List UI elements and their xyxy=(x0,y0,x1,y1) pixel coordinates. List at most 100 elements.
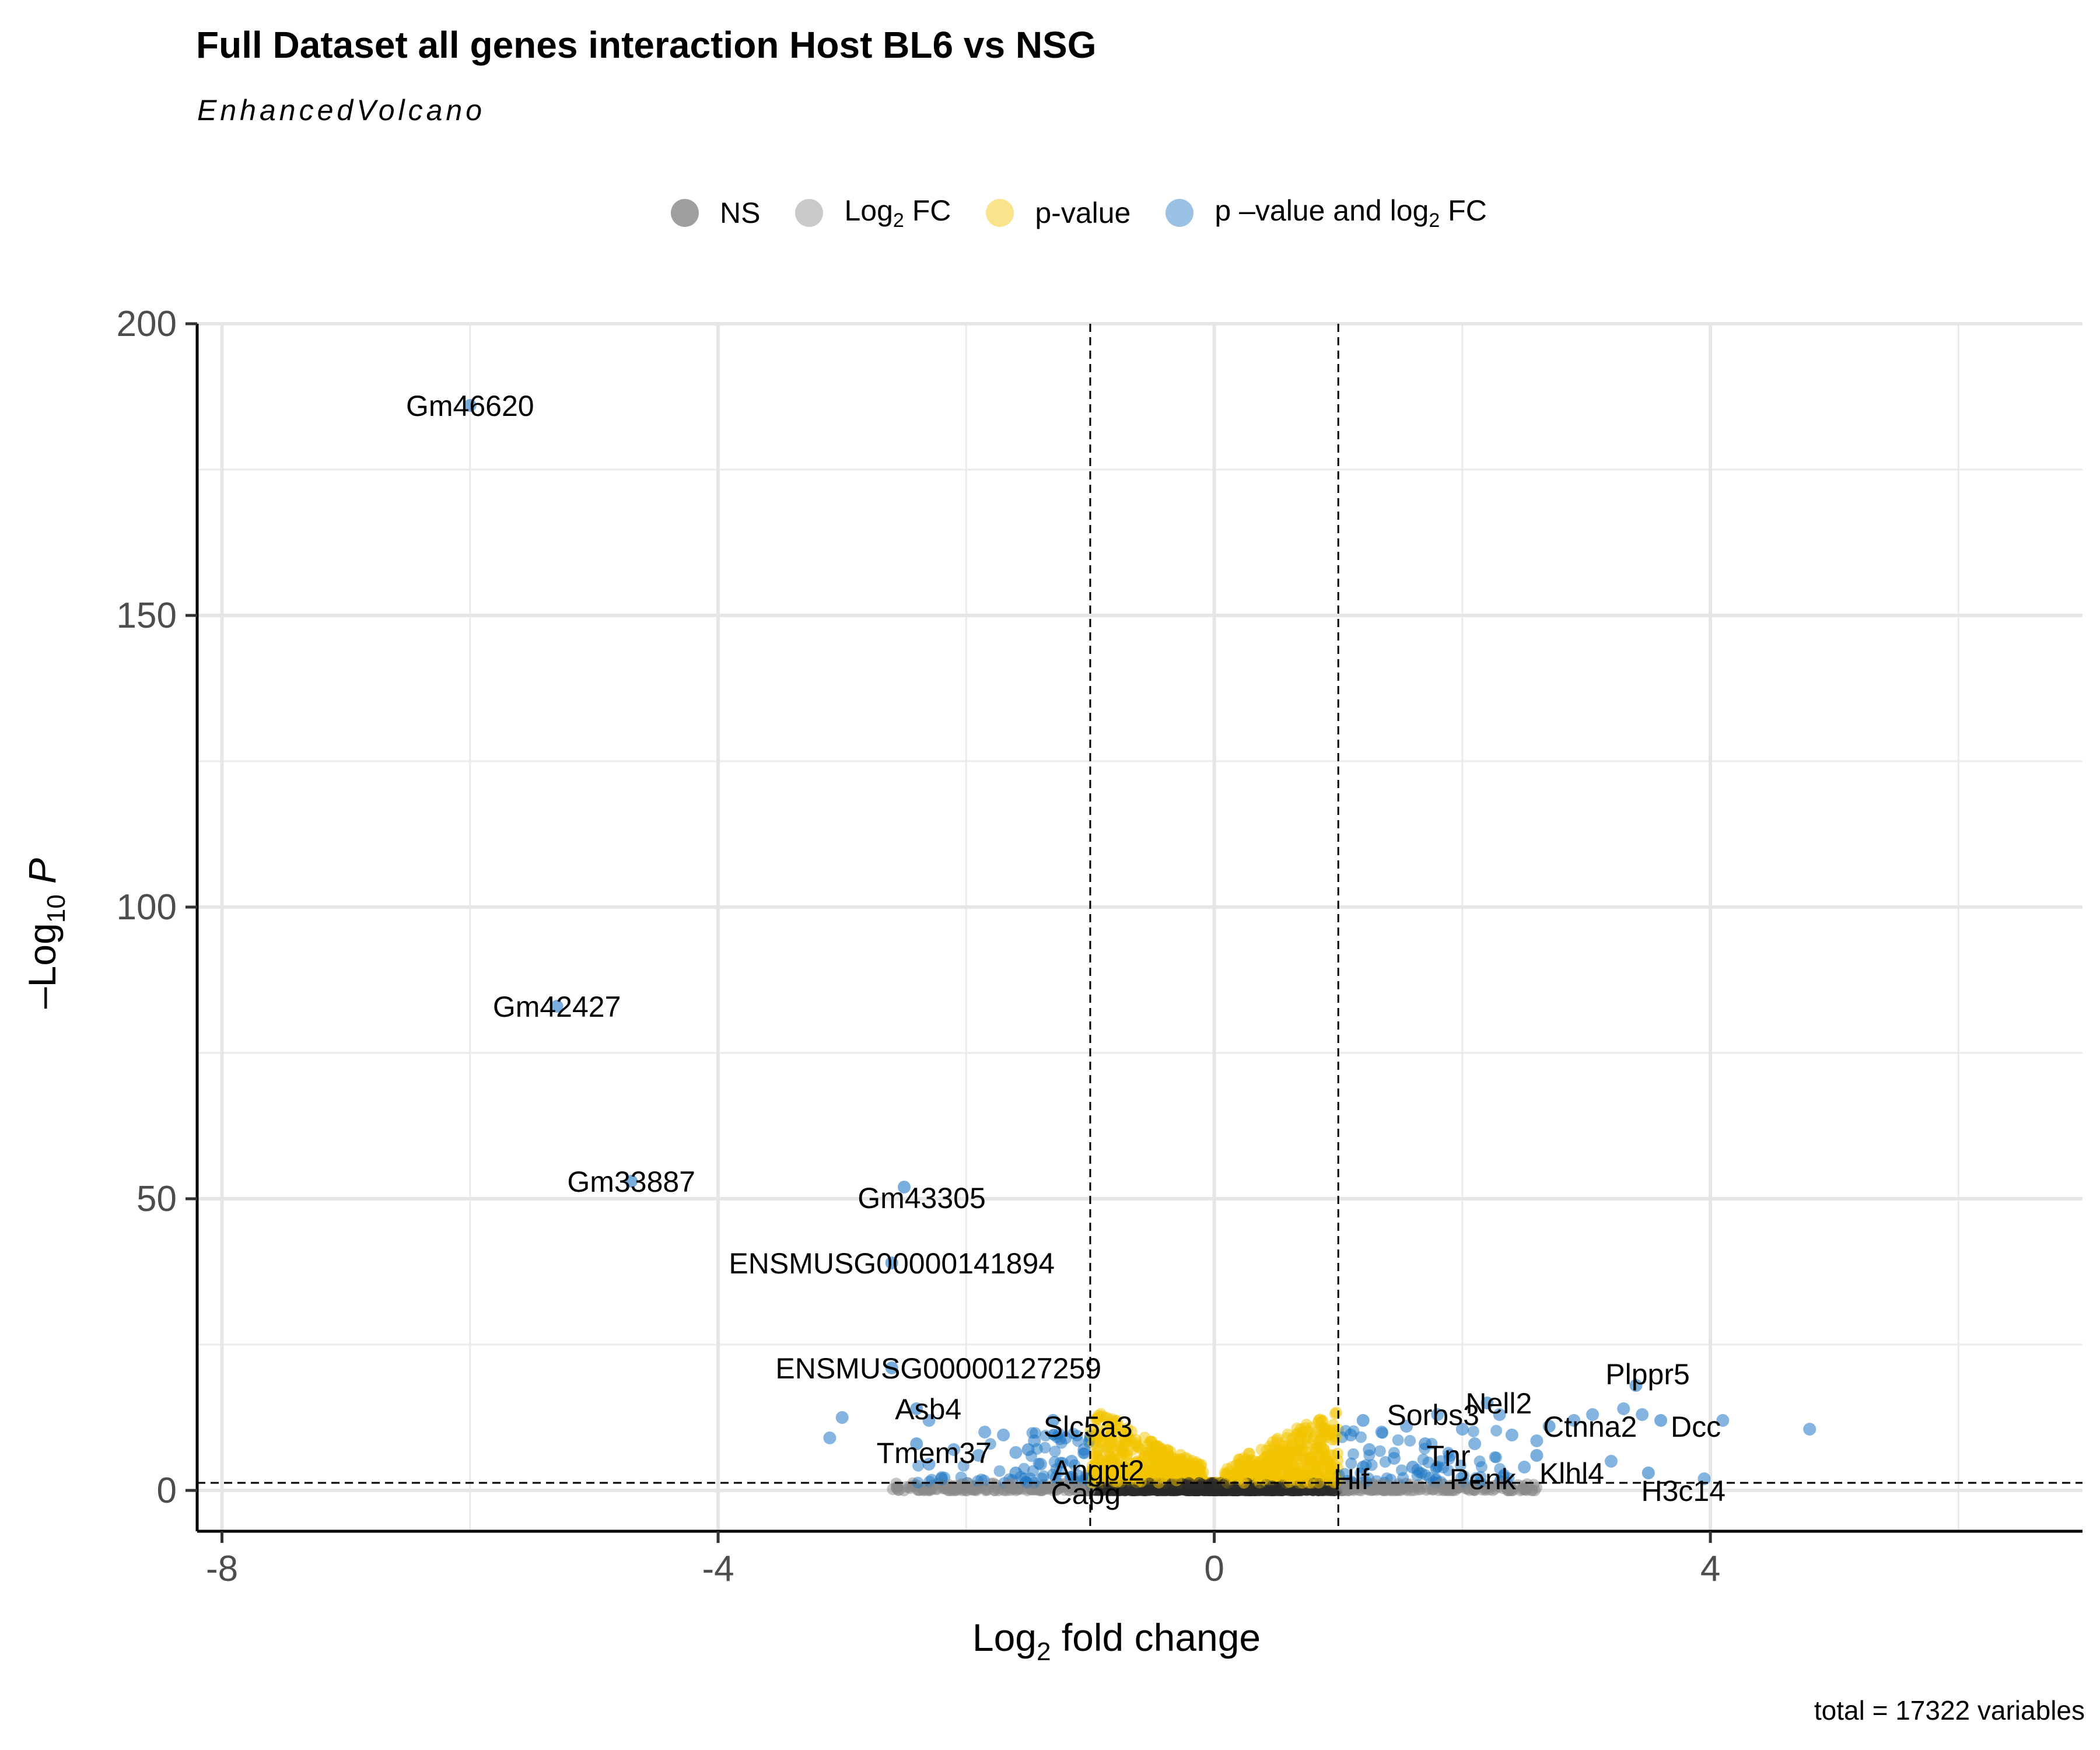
data-point xyxy=(625,1175,638,1188)
x-tick-label: -8 xyxy=(206,1549,238,1589)
data-point xyxy=(1057,1478,1069,1490)
legend-item-both: p –value and log2 FC xyxy=(1166,194,1487,232)
data-point xyxy=(1217,1479,1230,1491)
data-point xyxy=(993,1465,1006,1477)
data-point xyxy=(1431,1408,1444,1421)
data-point xyxy=(1231,1464,1243,1476)
data-point xyxy=(1404,1434,1416,1447)
x-tick-label: 0 xyxy=(1204,1549,1224,1589)
data-point xyxy=(1046,1414,1060,1427)
gene-label: Plppr5 xyxy=(1605,1358,1690,1391)
data-point xyxy=(1228,1480,1241,1493)
gene-label: Asb4 xyxy=(895,1393,961,1426)
data-point xyxy=(1108,1475,1121,1488)
gene-label: ENSMUSG00000141894 xyxy=(729,1247,1055,1280)
data-point xyxy=(463,399,477,412)
data-point xyxy=(1009,1466,1023,1479)
data-point xyxy=(1024,1482,1037,1494)
y-axis-title: –Log10 P xyxy=(20,858,71,1009)
y-tick-label: 0 xyxy=(157,1471,177,1511)
legend-item-pvalue: p-value xyxy=(986,196,1130,230)
data-point xyxy=(1400,1420,1413,1433)
data-point xyxy=(1339,1468,1351,1480)
legend-label: Log2 FC xyxy=(844,194,951,232)
data-point xyxy=(1310,1444,1322,1456)
data-point xyxy=(912,1460,925,1472)
data-point xyxy=(1150,1441,1163,1453)
x-axis-title: Log2 fold change xyxy=(972,1616,1261,1666)
data-point xyxy=(1283,1446,1296,1458)
data-point xyxy=(1356,1414,1370,1427)
gene-label: Klhl4 xyxy=(1539,1457,1604,1490)
data-point xyxy=(1107,1452,1119,1465)
data-point xyxy=(1530,1449,1544,1462)
grid-lines xyxy=(197,322,2082,1531)
data-point xyxy=(1467,1425,1479,1437)
chart-subtitle: EnhancedVolcano xyxy=(197,94,486,127)
data-point xyxy=(1071,1469,1084,1482)
data-point xyxy=(1356,1461,1370,1474)
legend-label: NS xyxy=(720,197,761,229)
y-tick-label: 150 xyxy=(117,596,177,636)
gene-label: Gm43305 xyxy=(858,1182,986,1214)
gene-label: Sorbs3 xyxy=(1387,1399,1479,1432)
data-point xyxy=(1266,1441,1279,1454)
data-point xyxy=(1320,1429,1332,1441)
data-point xyxy=(1654,1414,1668,1427)
data-point xyxy=(1273,1481,1286,1493)
x-tick-label: -4 xyxy=(702,1549,734,1589)
data-point xyxy=(910,1402,923,1415)
data-point xyxy=(984,1438,996,1450)
gene-label: Angpt2 xyxy=(1052,1454,1144,1487)
data-point xyxy=(930,1482,943,1494)
data-point xyxy=(1265,1460,1278,1472)
data-point xyxy=(1091,1445,1104,1457)
data-point xyxy=(1086,1429,1098,1441)
legend-swatch xyxy=(986,199,1014,227)
total-caption: total = 17322 variables xyxy=(1814,1695,2085,1726)
data-point xyxy=(1118,1484,1130,1496)
data-point xyxy=(1526,1484,1538,1496)
legend-swatch xyxy=(795,199,824,227)
data-point xyxy=(1046,1468,1059,1480)
gene-label: Ctnna2 xyxy=(1543,1410,1637,1443)
data-point xyxy=(1443,1449,1457,1462)
data-point xyxy=(1338,1481,1350,1493)
data-point xyxy=(910,1437,923,1450)
data-point xyxy=(1375,1426,1388,1438)
data-point xyxy=(1493,1408,1506,1421)
data-point xyxy=(550,1000,564,1013)
data-point xyxy=(1126,1466,1139,1479)
data-point xyxy=(1161,1444,1174,1456)
gene-label: Dcc xyxy=(1671,1410,1721,1443)
data-point xyxy=(1498,1468,1510,1480)
legend-label: p-value xyxy=(1035,197,1131,229)
data-point xyxy=(901,1480,913,1493)
data-point xyxy=(1380,1483,1392,1496)
data-point xyxy=(1374,1445,1386,1457)
data-point xyxy=(1642,1466,1655,1479)
data-point xyxy=(1197,1483,1209,1496)
cutoff-lines xyxy=(197,324,2082,1531)
data-point xyxy=(1345,1457,1357,1469)
data-point xyxy=(1347,1448,1359,1460)
data-point xyxy=(1516,1483,1528,1496)
data-point xyxy=(1366,1484,1378,1496)
data-point xyxy=(1160,1470,1172,1482)
data-point xyxy=(1193,1458,1205,1471)
data-point xyxy=(1392,1434,1404,1446)
data-point xyxy=(1034,1458,1047,1471)
data-point xyxy=(1130,1437,1142,1450)
data-point xyxy=(1242,1447,1255,1460)
data-point xyxy=(1021,1443,1035,1456)
data-point xyxy=(898,1181,911,1194)
gene-label: Gm46620 xyxy=(406,390,534,422)
gene-label: ENSMUSG00000127259 xyxy=(775,1352,1101,1385)
data-point xyxy=(1002,1481,1014,1493)
data-point xyxy=(1716,1414,1730,1427)
legend-item-ns: NS xyxy=(671,196,760,230)
data-point xyxy=(1330,1431,1342,1443)
data-point xyxy=(1475,1461,1488,1473)
data-point xyxy=(1505,1429,1518,1441)
data-point xyxy=(1586,1408,1600,1421)
